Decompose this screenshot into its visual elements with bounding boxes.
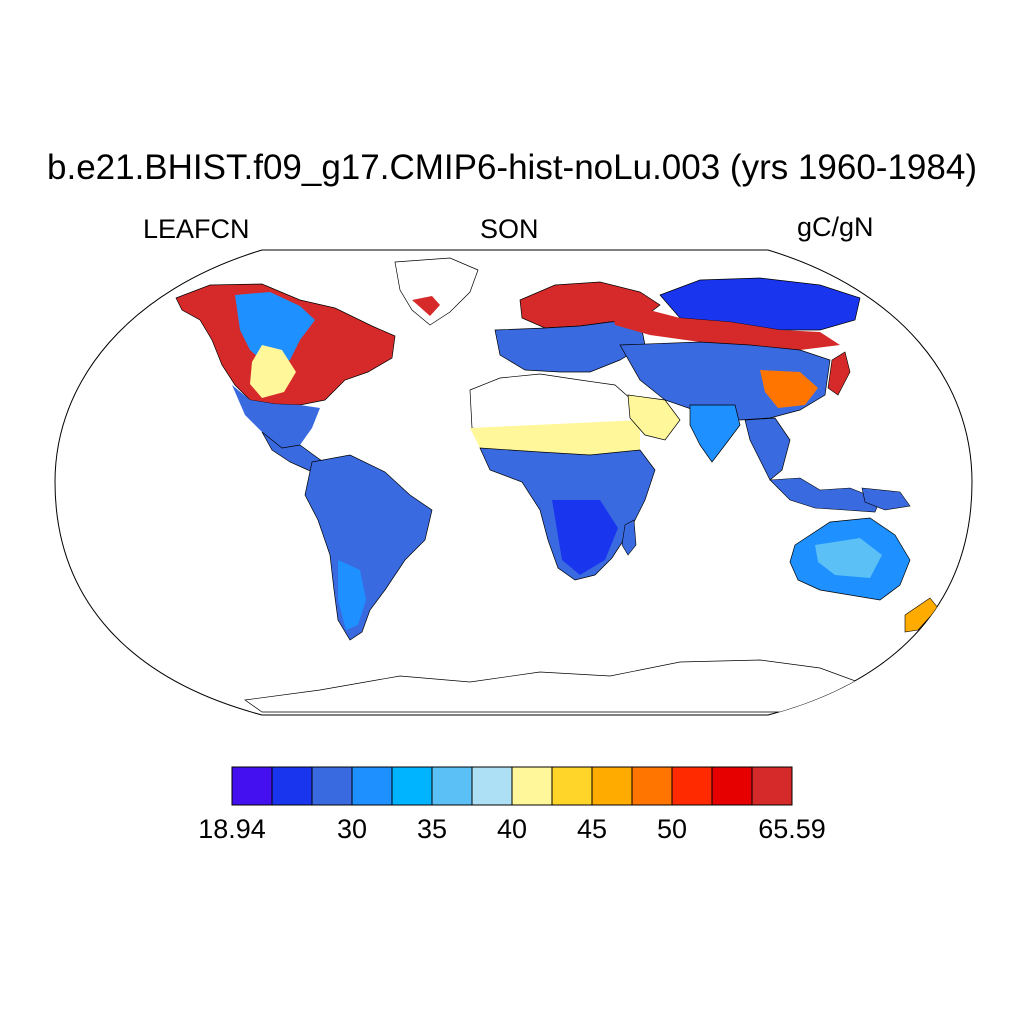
colorbar-tick-label: 45 [576, 814, 608, 844]
variable-label: LEAFCN [143, 214, 250, 244]
colorbar-box-7 [511, 766, 553, 806]
asia-boreal-band [610, 300, 840, 350]
colorbar-tick-label: 50 [656, 814, 688, 844]
colorbar-box-5 [431, 766, 473, 806]
units-label: gC/gN [797, 212, 874, 242]
japan [827, 351, 851, 396]
india [689, 404, 741, 463]
colorbar-box-12 [711, 766, 753, 806]
colorbar-box-0 [231, 766, 273, 806]
north-america-plains [250, 345, 296, 398]
colorbar-tick-label: 40 [496, 814, 528, 844]
colorbar-box-9 [591, 766, 633, 806]
colorbar-box-6 [471, 766, 513, 806]
colorbar-box-8 [551, 766, 593, 806]
asia-east-warm [760, 370, 818, 408]
colorbar-box-10 [631, 766, 673, 806]
sahel-band [470, 420, 640, 455]
plot-title: b.e21.BHIST.f09_g17.CMIP6-hist-noLu.003 … [47, 148, 977, 187]
colorbar-tick-label: 18.94 [198, 814, 266, 844]
south-america [304, 454, 433, 641]
new-zealand [904, 597, 939, 633]
southeast-asia [744, 417, 791, 481]
new-guinea [861, 487, 911, 511]
north-america-southwest [232, 385, 320, 448]
season-label: SON [480, 214, 539, 244]
colorbar-box-3 [351, 766, 393, 806]
australia-interior [815, 538, 882, 578]
colorbar-box-11 [671, 766, 713, 806]
south-america-south [338, 560, 366, 630]
north-america-interior [235, 292, 315, 366]
asia-north [659, 277, 861, 331]
colorbar-box-1 [271, 766, 313, 806]
colorbar-tick-label: 30 [336, 814, 368, 844]
colorbar-box-13 [751, 766, 793, 806]
colorbar-box-2 [311, 766, 353, 806]
colorbar-tick-label: 65.59 [758, 814, 826, 844]
greenland-coast [412, 296, 440, 316]
colorbar-tick-label: 35 [416, 814, 448, 844]
colorbar-box-4 [391, 766, 433, 806]
colorbar [231, 766, 793, 806]
greenland [394, 257, 479, 326]
africa-southern [552, 500, 618, 575]
madagascar [621, 519, 637, 556]
arabia [627, 394, 681, 441]
